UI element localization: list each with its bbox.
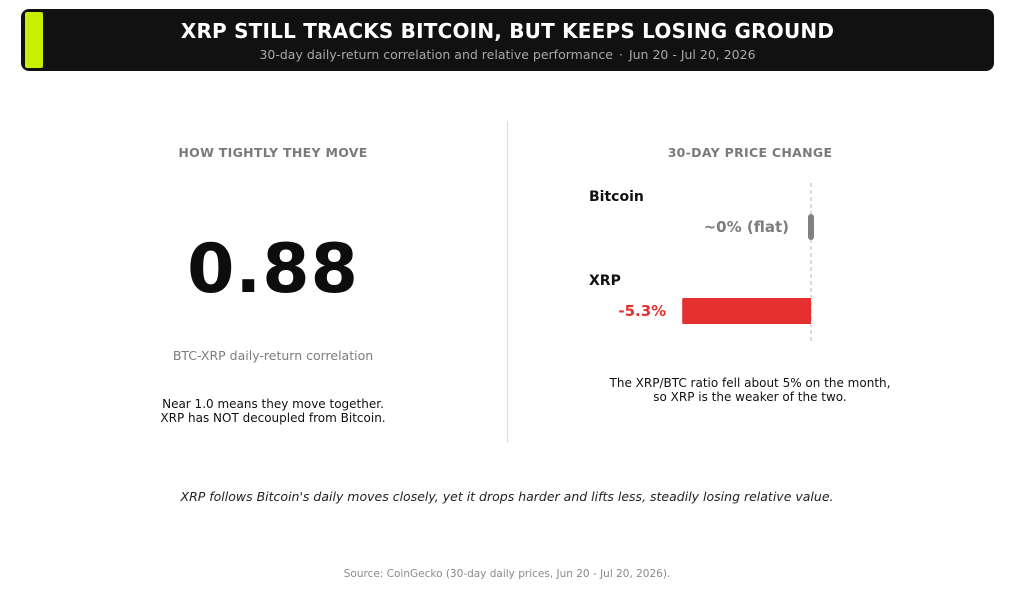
price-change-heading: 30-DAY PRICE CHANGE	[667, 145, 833, 160]
category-label-bitcoin: Bitcoin	[589, 189, 644, 205]
page-subtitle: 30-day daily-return correlation and rela…	[21, 47, 994, 62]
page-title: XRP STILL TRACKS BITCOIN, BUT KEEPS LOSI…	[180, 19, 835, 43]
header-banner: XRP STILL TRACKS BITCOIN, BUT KEEPS LOSI…	[21, 9, 994, 71]
correlation-note-line-2: XRP has NOT decoupled from Bitcoin.	[160, 411, 386, 425]
ratio-note-line-1: The XRP/BTC ratio fell about 5% on the m…	[609, 376, 891, 390]
subtitle-separator: ·	[618, 47, 623, 62]
value-label-bitcoin: ~0% (flat)	[704, 218, 789, 236]
correlation-note-line-1: Near 1.0 means they move together.	[162, 397, 384, 411]
category-label-xrp: XRP	[589, 273, 621, 289]
panel-divider	[507, 121, 508, 443]
subtitle-date-range: Jun 20 - Jul 20, 2026	[628, 47, 756, 62]
value-label-xrp: -5.3%	[618, 302, 666, 320]
correlation-note: Near 1.0 means they move together. XRP h…	[93, 397, 453, 425]
correlation-label: BTC-XRP daily-return correlation	[172, 348, 374, 363]
subtitle-text: 30-day daily-return correlation and rela…	[259, 47, 613, 62]
price-change-chart: Bitcoin ~0% (flat) XRP -5.3%	[589, 183, 814, 343]
ratio-note-line-2: so XRP is the weaker of the two.	[653, 390, 847, 404]
takeaway-text: XRP follows Bitcoin's daily moves closel…	[180, 489, 834, 504]
bar-xrp	[682, 298, 811, 324]
ratio-note: The XRP/BTC ratio fell about 5% on the m…	[560, 376, 940, 404]
correlation-heading: HOW TIGHTLY THEY MOVE	[178, 145, 368, 160]
bar-bitcoin	[808, 214, 814, 240]
source-note: Source: CoinGecko (30-day daily prices, …	[343, 568, 671, 580]
accent-bar	[25, 12, 43, 68]
correlation-value: 0.88	[187, 230, 359, 309]
